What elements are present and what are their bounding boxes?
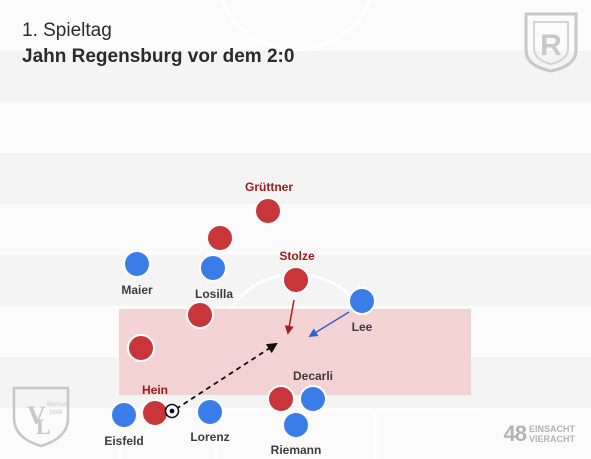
credit-line2: VIERACHT [528, 434, 575, 444]
vfl-bochum-crest-icon: V L Bochum 1848 [12, 386, 70, 448]
player-home [267, 385, 295, 413]
svg-text:Bochum: Bochum [47, 402, 69, 408]
label-lee: Lee [351, 320, 373, 334]
away-players [110, 250, 376, 439]
credit-line1: EINSACHT [528, 424, 575, 434]
player-home [127, 334, 155, 362]
home-players [127, 197, 310, 427]
stolze-run-arrow [284, 299, 295, 335]
top-arc [220, 0, 372, 52]
svg-text:L: L [36, 414, 51, 439]
player-lee [348, 287, 376, 315]
player-riemann [282, 411, 310, 439]
lee-run-arrow [308, 311, 350, 337]
crest-letter: R [540, 29, 562, 62]
page-subtitle: Jahn Regensburg vor dem 2:0 [22, 46, 295, 67]
player-hein [141, 399, 169, 427]
credit-number: 48 [503, 421, 528, 446]
player-decarli [299, 385, 327, 413]
label-decarli: Decarli [292, 369, 334, 383]
player-gruettner [254, 197, 282, 225]
ball-icon [164, 403, 180, 419]
player-lorenz [196, 398, 224, 426]
player-losilla [199, 254, 227, 282]
pitch-stripe [0, 204, 591, 255]
pitch-stripe [0, 102, 591, 153]
player-eisfeld [110, 401, 138, 429]
highlight-zone [119, 309, 471, 395]
pitch-stripe [0, 153, 591, 204]
player-home [206, 224, 234, 252]
label-hein: Hein [141, 383, 169, 397]
einsacht-vieracht-logo: 48 EINSACHT VIERACHT [504, 421, 576, 447]
player-home [186, 301, 214, 329]
svg-text:1848: 1848 [49, 410, 63, 416]
label-lorenz: Lorenz [190, 430, 230, 444]
label-maier: Maier [121, 283, 153, 297]
pitch-stripe [0, 51, 591, 102]
pitch-stripe [0, 0, 591, 51]
page-title: 1. Spieltag [22, 20, 112, 41]
label-stolze: Stolze [279, 249, 315, 263]
label-eisfeld: Eisfeld [104, 434, 144, 448]
player-maier [123, 250, 151, 278]
jahn-regensburg-crest-icon: R [524, 12, 578, 73]
label-gruettner: Grüttner [245, 180, 293, 194]
label-riemann: Riemann [270, 443, 322, 457]
pass-arrow [175, 342, 278, 410]
label-losilla: Losilla [194, 287, 234, 301]
svg-text:V: V [27, 401, 46, 430]
player-stolze [282, 266, 310, 294]
